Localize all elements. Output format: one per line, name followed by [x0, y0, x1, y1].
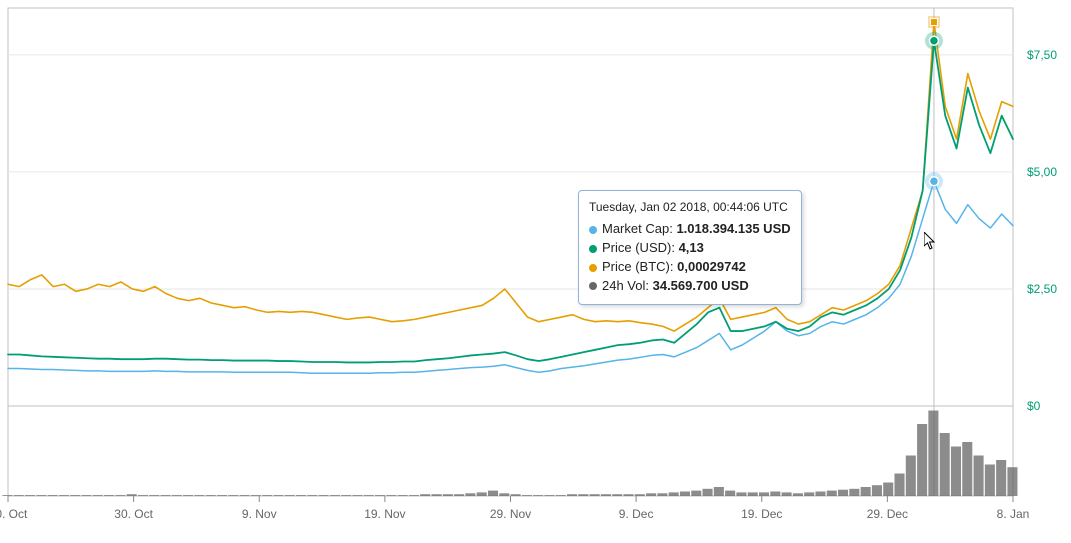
- svg-text:$2,50: $2,50: [1027, 282, 1057, 296]
- chart-svg: $0 $2,50 $5,00 $7,50 20. Oct 30. Oct 9. Nov 19.…: [0, 0, 1071, 543]
- svg-text:$0: $0: [1027, 399, 1041, 413]
- svg-text:9. Nov: 9. Nov: [242, 507, 277, 521]
- svg-text:30. Oct: 30. Oct: [114, 507, 153, 521]
- svg-text:19. Nov: 19. Nov: [364, 507, 405, 521]
- svg-text:$5,00: $5,00: [1027, 165, 1057, 179]
- svg-text:8. Jan: 8. Jan: [997, 507, 1030, 521]
- tooltip-row-price-btc: Price (BTC): 0,00029742: [589, 258, 791, 277]
- tooltip-header: Tuesday, Jan 02 2018, 00:44:06 UTC: [589, 199, 791, 216]
- tooltip-row-price-usd: Price (USD): 4,13: [589, 239, 791, 258]
- chart-tooltip: Tuesday, Jan 02 2018, 00:44:06 UTC Marke…: [578, 190, 802, 305]
- tooltip-row-volume: 24h Vol: 34.569.700 USD: [589, 277, 791, 296]
- svg-text:9. Dec: 9. Dec: [619, 507, 654, 521]
- svg-text:20. Oct: 20. Oct: [0, 507, 28, 521]
- svg-text:19. Dec: 19. Dec: [741, 507, 782, 521]
- tooltip-row-marketcap: Market Cap: 1.018.394.135 USD: [589, 220, 791, 239]
- svg-text:29. Dec: 29. Dec: [867, 507, 908, 521]
- svg-text:29. Nov: 29. Nov: [490, 507, 531, 521]
- price-chart[interactable]: $0 $2,50 $5,00 $7,50 20. Oct 30. Oct 9. Nov 19.…: [0, 0, 1071, 543]
- svg-text:$7,50: $7,50: [1027, 48, 1057, 62]
